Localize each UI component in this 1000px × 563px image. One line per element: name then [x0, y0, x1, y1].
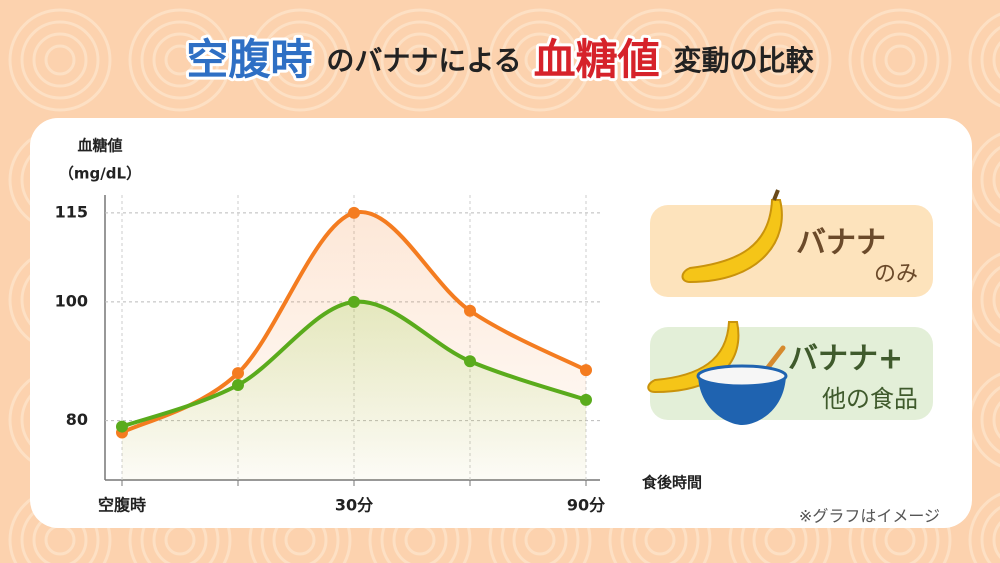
legend-label: のみ — [874, 262, 918, 287]
banana-stem — [772, 189, 780, 201]
title-part: 血糖値 — [534, 35, 660, 84]
x-tick-label: 空腹時 — [98, 496, 146, 515]
legend-label: 他の食品 — [822, 385, 918, 413]
area — [122, 301, 586, 480]
legend-label: バナナ — [796, 226, 886, 261]
note: ※グラフはイメージ — [799, 507, 940, 526]
y-tick-label: 115 — [55, 202, 88, 221]
y-axis-label: （mg/dL） — [59, 165, 141, 183]
point — [348, 206, 360, 219]
legend-label: バナナ+ — [788, 342, 903, 377]
point — [580, 393, 592, 406]
point — [348, 295, 360, 308]
point — [464, 304, 476, 317]
title-part: 空腹時 — [186, 35, 312, 84]
x-tick-label: 90分 — [567, 496, 605, 515]
y-tick-label: 100 — [55, 291, 88, 310]
bowl-icon — [698, 376, 786, 425]
point — [232, 367, 244, 380]
legend-item: バナナ+ 他の食品 — [647, 321, 933, 425]
x-tick-label: 30分 — [335, 496, 373, 515]
y-tick-label: 80 — [66, 410, 88, 429]
y-axis-label: 血糖値 — [77, 137, 122, 155]
point — [232, 379, 244, 391]
point — [464, 355, 476, 368]
x-axis-label: 食後時間 — [642, 474, 702, 492]
spoon-icon — [763, 345, 786, 373]
bowl-yogurt — [696, 364, 788, 388]
point — [116, 420, 128, 433]
banana-icon — [681, 199, 783, 284]
plot-area: 80 100 115 空腹時 30分 90分 — [55, 195, 605, 515]
point — [580, 364, 592, 377]
title-part: のバナナによる — [326, 44, 521, 77]
title-part: 変動の比較 — [674, 44, 815, 77]
title: 空腹時 のバナナによる 血糖値 変動の比較 — [186, 35, 814, 84]
